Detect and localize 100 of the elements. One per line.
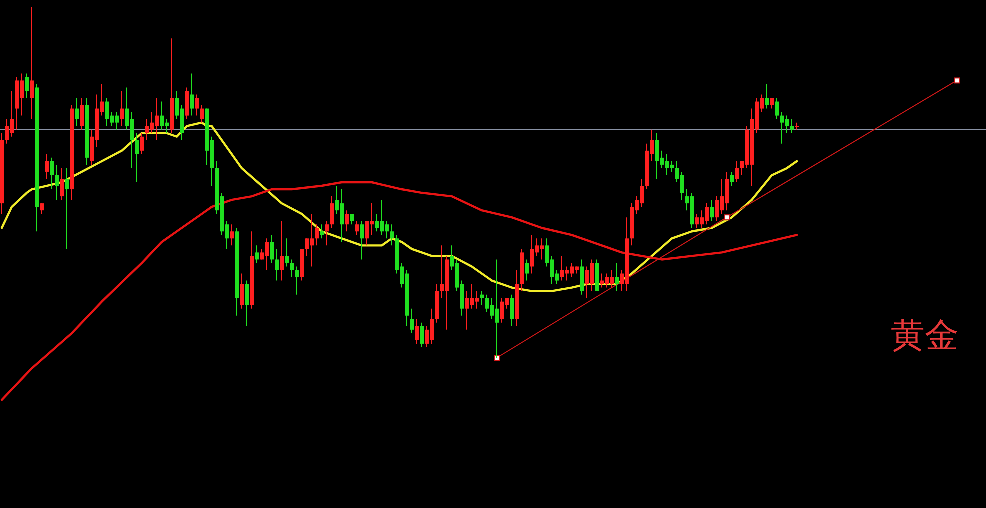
candlestick <box>430 308 434 344</box>
candlestick <box>680 171 684 201</box>
candlestick <box>475 290 479 310</box>
candlestick <box>320 224 324 240</box>
candlestick <box>100 84 104 116</box>
candlestick <box>605 273 609 288</box>
candlestick <box>465 290 469 330</box>
candlestick <box>60 168 64 201</box>
candlestick <box>30 6 34 120</box>
candlestick <box>720 178 724 215</box>
candlestick <box>245 280 249 327</box>
candlestick <box>295 266 299 296</box>
candlestick <box>635 196 639 215</box>
candlestick <box>420 322 424 348</box>
candlestick <box>615 262 619 292</box>
candlestick <box>415 318 419 344</box>
candlestick <box>120 90 124 127</box>
candlestick <box>490 298 494 320</box>
candlestick <box>390 224 394 246</box>
candlestick <box>20 73 24 116</box>
candlestick <box>410 308 414 334</box>
candlestick <box>565 266 569 282</box>
candlestick <box>225 220 229 250</box>
candlestick <box>670 160 674 172</box>
candlestick <box>335 186 339 215</box>
candlestick <box>760 94 764 113</box>
candlestick <box>470 284 474 310</box>
candlestick <box>145 118 149 141</box>
candlestick <box>480 290 484 306</box>
candlestick <box>550 256 554 285</box>
candlestick <box>540 238 544 260</box>
candlestick <box>280 220 284 282</box>
candlestick <box>115 112 119 130</box>
candlestick <box>360 220 364 260</box>
candlestick <box>290 259 294 278</box>
candlestick <box>150 112 154 134</box>
candlestick <box>345 210 349 232</box>
candlestick <box>740 160 744 176</box>
candlestick <box>5 118 9 144</box>
candlestick <box>105 98 109 127</box>
candlestick <box>640 178 644 208</box>
candlestick <box>190 73 194 116</box>
candlestick <box>40 203 44 215</box>
candlestick <box>545 238 549 268</box>
candlestick <box>585 266 589 299</box>
candlestick <box>400 262 404 288</box>
candlestick <box>155 98 159 141</box>
candlestick <box>535 238 539 257</box>
candlestick <box>710 200 714 222</box>
candlestick <box>160 101 164 130</box>
candlestick <box>790 118 794 134</box>
candlestick <box>200 104 204 124</box>
candlestick <box>75 98 79 127</box>
candlestick <box>110 112 114 127</box>
candlestick <box>685 189 689 212</box>
candlestick <box>700 210 704 229</box>
candlestick <box>135 132 139 183</box>
candlestick <box>325 220 329 246</box>
candlestick <box>650 129 654 162</box>
candlestick <box>315 224 319 246</box>
title: 黄金 <box>891 317 959 355</box>
candlestick <box>440 245 444 299</box>
candlestick <box>570 262 574 278</box>
candlestick <box>530 234 534 274</box>
candlestick <box>365 220 369 246</box>
candlestick <box>485 294 489 313</box>
candlestick <box>125 87 129 130</box>
candlestick <box>275 248 279 282</box>
candlestick <box>140 132 144 155</box>
candlestick <box>355 220 359 236</box>
candlestick <box>240 273 244 310</box>
candlestick <box>765 84 769 110</box>
candlestick <box>500 298 504 324</box>
candlestick <box>130 112 134 169</box>
candlestick <box>675 160 679 183</box>
candlestick <box>555 270 559 285</box>
candlestick <box>665 154 669 176</box>
candlestick <box>780 112 784 144</box>
candlestick <box>350 214 354 226</box>
candlestick <box>80 98 84 130</box>
candlestick <box>65 168 69 250</box>
candlestick <box>735 160 739 183</box>
candlestick <box>340 189 344 243</box>
candlestick <box>450 245 454 271</box>
candlestick <box>730 171 734 187</box>
candlestick <box>55 164 59 201</box>
candlestick <box>705 203 709 226</box>
candlestick <box>510 294 514 327</box>
candlestick <box>610 270 614 288</box>
candlestick <box>285 238 289 268</box>
candlestick <box>10 90 14 138</box>
candlestick <box>560 256 564 282</box>
candlestick <box>375 214 379 232</box>
candlestick <box>715 196 719 222</box>
candlestick <box>265 238 269 271</box>
candlestick <box>370 203 374 236</box>
candlestick <box>660 150 664 169</box>
candlestick <box>255 245 259 264</box>
candlestick <box>230 224 234 246</box>
candlestick <box>195 94 199 116</box>
